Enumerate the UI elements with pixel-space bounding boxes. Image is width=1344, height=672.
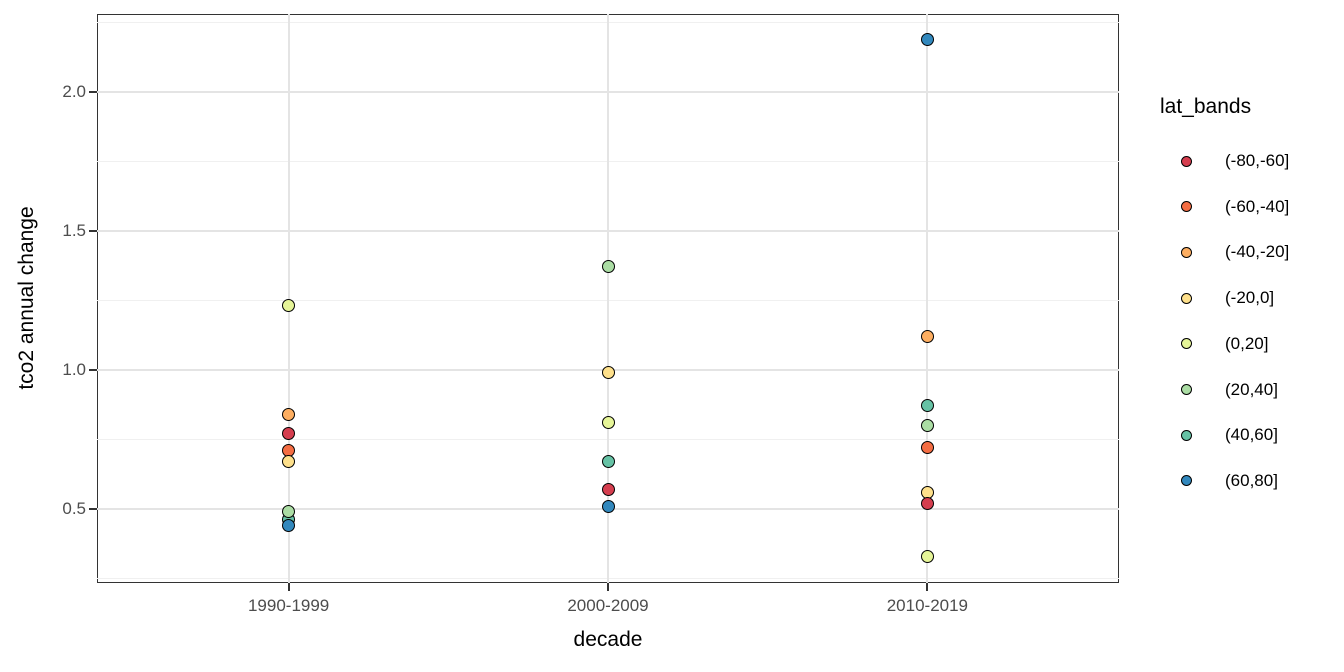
y-tick-label: 0.5 <box>62 498 86 518</box>
gridline-major-vertical <box>607 14 609 583</box>
legend-title: lat_bands <box>1160 95 1252 118</box>
legend-key-icon <box>1181 384 1192 395</box>
data-point <box>601 455 615 469</box>
legend-item: (20,40] <box>1181 377 1278 403</box>
legend-item-label: (-60,-40] <box>1225 196 1290 216</box>
legend-item: (-40,-20] <box>1181 239 1289 265</box>
y-tick-mark <box>89 229 97 232</box>
legend-item: (40,60] <box>1181 422 1278 448</box>
legend-item: (-60,-40] <box>1181 194 1289 220</box>
legend-item-label: (-80,-60] <box>1225 151 1290 170</box>
legend-key-icon <box>1181 246 1192 258</box>
data-point <box>601 366 615 380</box>
legend-item-label: (-40,-20] <box>1225 242 1290 262</box>
gridline-major-vertical <box>287 14 290 583</box>
data-point <box>920 418 934 432</box>
legend-key-icon <box>1181 475 1192 487</box>
x-tick-label: 2010-2019 <box>886 596 969 615</box>
data-point <box>282 455 296 469</box>
data-point <box>282 505 296 519</box>
legend-item: (-80,-60] <box>1181 148 1289 174</box>
x-tick-mark <box>926 583 929 591</box>
data-point <box>601 416 615 430</box>
legend-item-label: (20,40] <box>1225 379 1278 399</box>
data-point <box>282 518 296 532</box>
legend-item-label: (-20,0] <box>1225 288 1275 308</box>
legend-item-label: (60,80] <box>1225 470 1278 490</box>
legend-item: (60,80] <box>1181 468 1278 494</box>
y-tick-label: 2.0 <box>62 81 86 101</box>
data-point <box>282 407 296 421</box>
data-point <box>601 260 615 274</box>
x-axis-title: decade <box>573 628 643 651</box>
data-point <box>282 427 296 441</box>
data-point <box>920 496 934 510</box>
data-point <box>920 329 934 343</box>
y-tick-mark <box>89 90 97 93</box>
legend-key-icon <box>1181 201 1192 213</box>
y-tick-mark <box>89 507 97 510</box>
gridline-major-vertical <box>926 14 929 583</box>
legend-item: (-20,0] <box>1181 285 1274 311</box>
legend-item-label: (40,60] <box>1225 425 1278 445</box>
legend-item: (0,20] <box>1181 331 1268 357</box>
data-point <box>920 549 934 563</box>
data-point <box>601 499 615 513</box>
data-point <box>920 441 934 455</box>
x-tick-label: 2000-2009 <box>567 596 649 615</box>
x-tick-mark <box>607 583 609 591</box>
legend-key-icon <box>1181 155 1192 167</box>
y-tick-label: 1.5 <box>62 220 86 240</box>
data-point <box>920 32 934 46</box>
x-tick-mark <box>287 583 290 591</box>
x-tick-label: 1990-1999 <box>247 596 330 615</box>
y-tick-label: 1.0 <box>62 359 86 379</box>
data-point <box>920 399 934 413</box>
data-point <box>601 482 615 496</box>
data-point <box>282 299 296 313</box>
legend-key-icon <box>1181 429 1192 441</box>
y-tick-mark <box>89 368 97 371</box>
legend-key-icon <box>1181 292 1192 304</box>
legend-item-label: (0,20] <box>1225 333 1269 353</box>
legend-key-icon <box>1181 338 1192 350</box>
